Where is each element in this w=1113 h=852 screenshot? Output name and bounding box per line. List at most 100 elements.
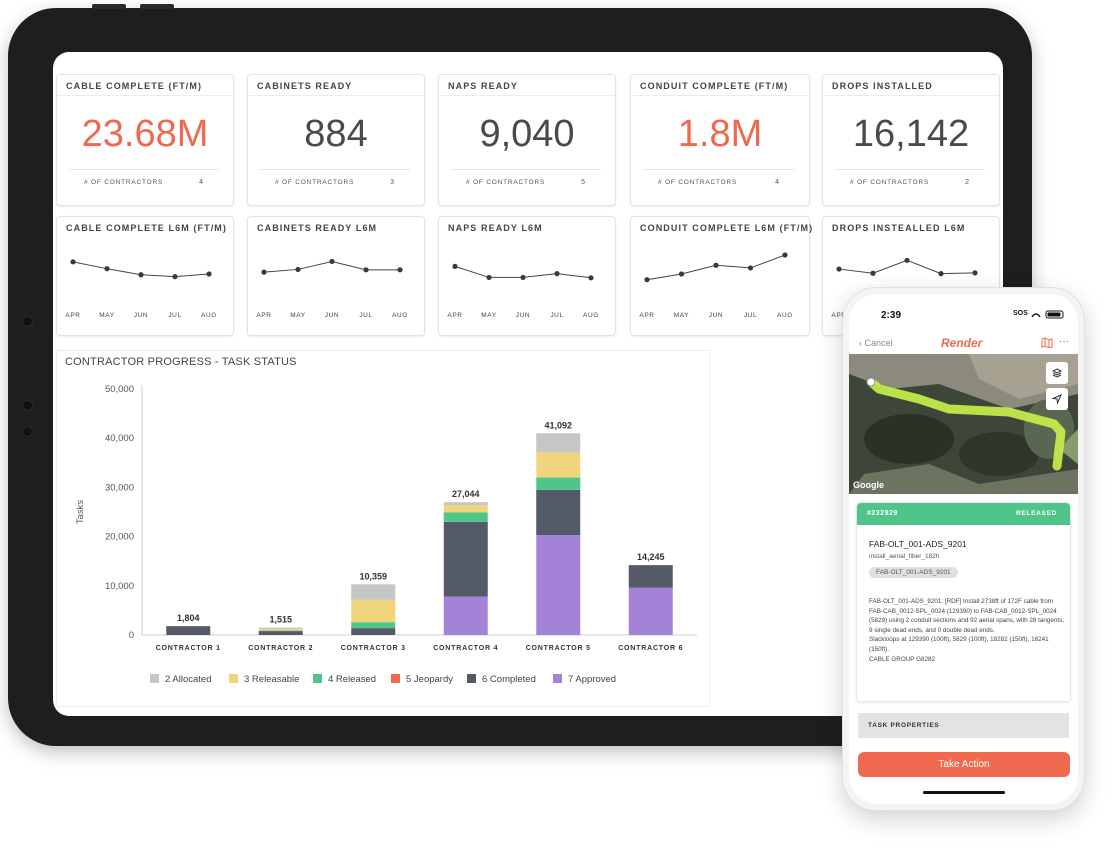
- sparkline-point: [70, 259, 76, 265]
- sparkline-month-label: APR: [639, 312, 654, 319]
- bar-segment[interactable]: [351, 622, 396, 629]
- bar-segment[interactable]: [443, 521, 488, 597]
- take-action-button[interactable]: Take Action: [858, 752, 1070, 777]
- kpi-card-drops-installed[interactable]: DROPS INSTALLED 16,142 # OF CONTRACTORS …: [822, 74, 1000, 206]
- sparkline-point: [329, 258, 335, 265]
- bar-segment[interactable]: [536, 452, 581, 478]
- y-tick-label: 40,000: [105, 433, 134, 444]
- sparkline-card-cabinets-ready[interactable]: CABINETS READY L6M APR MAY JUN JUL AUG: [247, 216, 425, 336]
- sparkline-point: [452, 263, 458, 269]
- bar-segment[interactable]: [166, 626, 211, 635]
- legend-label[interactable]: 3 Releasable: [244, 674, 299, 685]
- sparkline-month-label: APR: [447, 312, 462, 319]
- x-tick-label: CONTRACTOR 3: [341, 645, 406, 652]
- sparkline-point: [678, 271, 685, 277]
- sparkline-point: [972, 270, 978, 276]
- legend-label[interactable]: 2 Allocated: [165, 674, 211, 685]
- y-tick-label: 0: [129, 630, 134, 641]
- task-header: #232929 RELEASED: [857, 503, 1070, 525]
- map-view[interactable]: Google: [849, 354, 1078, 494]
- map-icon[interactable]: [1041, 337, 1053, 348]
- sparkline-point: [104, 266, 110, 272]
- task-cable-group: CABLE GROUP G8282: [869, 655, 936, 663]
- kpi-footer-count: 2: [965, 179, 969, 186]
- bar-segment[interactable]: [536, 489, 581, 536]
- kpi-card-conduit-complete[interactable]: CONDUIT COMPLETE (FT/M) 1.8M # OF CONTRA…: [630, 74, 810, 206]
- sparkline-card-naps-ready[interactable]: NAPS READY L6M APR MAY JUN JUL AUG: [438, 216, 616, 336]
- legend-label[interactable]: 4 Released: [328, 674, 376, 685]
- kpi-title: CABLE COMPLETE (FT/M): [66, 81, 203, 91]
- battery-level: [1047, 312, 1061, 317]
- bar-segment[interactable]: [536, 433, 581, 453]
- kpi-title: CABINETS READY: [257, 81, 353, 91]
- sparkline-card-conduit-complete[interactable]: CONDUIT COMPLETE L6M (FT/M) APR MAY JUN JUL…: [630, 216, 812, 336]
- kpi-value: 9,040: [479, 113, 575, 155]
- sparkline-month-label: AUG: [777, 312, 793, 319]
- sparkline-month-label: JUL: [744, 312, 757, 319]
- sparkline-month-label: JUN: [516, 312, 530, 319]
- bar-segment[interactable]: [351, 599, 396, 623]
- more-icon[interactable]: ···: [1059, 336, 1069, 347]
- bar-segment[interactable]: [351, 584, 396, 600]
- sparkline-month-label: MAY: [481, 312, 496, 319]
- sparkline-title: CABINETS READY L6M: [257, 223, 378, 233]
- bar-segment[interactable]: [536, 477, 581, 490]
- kpi-value: 23.68M: [81, 113, 209, 155]
- kpi-title: NAPS READY: [448, 81, 519, 91]
- divider: [69, 169, 219, 170]
- bar-segment[interactable]: [443, 502, 488, 506]
- task-chip[interactable]: FAB-OLT_001-ADS_9201: [869, 567, 958, 578]
- tablet-volume-button: [140, 4, 174, 9]
- bar-segment[interactable]: [536, 535, 581, 635]
- sparkline-card-cable-complete[interactable]: CABLE COMPLETE L6M (FT/M) APR MAY JUN JUL AU…: [56, 216, 234, 336]
- x-tick-label: CONTRACTOR 4: [433, 645, 498, 652]
- bar-segment[interactable]: [443, 505, 488, 513]
- y-tick-label: 50,000: [105, 384, 134, 395]
- divider: [248, 95, 424, 96]
- locate-button[interactable]: [1046, 388, 1068, 410]
- bar-segment[interactable]: [258, 629, 303, 631]
- legend-label[interactable]: 7 Approved: [568, 674, 616, 685]
- home-indicator: [923, 791, 1005, 794]
- sparkline-point: [644, 277, 650, 283]
- kpi-card-cable-complete[interactable]: CABLE COMPLETE (FT/M) 23.68M # OF CONTRA…: [56, 74, 234, 206]
- legend-label[interactable]: 6 Completed: [482, 674, 536, 685]
- sparkline-month-label: AUG: [201, 312, 217, 319]
- bar-total-label: 1,804: [177, 613, 200, 623]
- cancel-button[interactable]: ‹ Cancel: [859, 338, 893, 348]
- layers-icon: [1052, 368, 1062, 378]
- layers-button[interactable]: [1046, 362, 1068, 384]
- sparkline-month-label: JUN: [134, 312, 148, 319]
- bar-segment[interactable]: [628, 587, 673, 635]
- phone-screen: 2:39 SOS ‹ Cancel Render ···: [849, 294, 1078, 804]
- status-sos: SOS: [1013, 310, 1028, 317]
- sparkline-point: [747, 265, 754, 271]
- y-tick-label: 30,000: [105, 482, 134, 493]
- sparkline-point: [782, 252, 788, 258]
- sparkline-chart: APR MAY JUN JUL AUG: [447, 263, 598, 319]
- task-card[interactable]: #232929 RELEASED FAB-OLT_001-ADS_9201 in…: [856, 502, 1071, 702]
- bar-segment[interactable]: [258, 627, 303, 630]
- sparkline-month-label: JUN: [709, 312, 723, 319]
- sparkline-month-label: MAY: [290, 312, 305, 319]
- sparkline-month-label: APR: [65, 312, 80, 319]
- sparkline-point: [938, 271, 944, 277]
- kpi-card-cabinets-ready[interactable]: CABINETS READY 884 # OF CONTRACTORS 3: [247, 74, 425, 206]
- bar-segment[interactable]: [443, 512, 488, 522]
- sparkline-point: [138, 272, 144, 278]
- status-icons: [1031, 310, 1064, 319]
- sparkline-month-label: JUN: [325, 312, 339, 319]
- sparkline-chart: APR MAY JUN JUL AUG: [65, 259, 217, 319]
- bar-segment[interactable]: [351, 628, 396, 635]
- bar-segment[interactable]: [443, 596, 488, 635]
- legend-label[interactable]: 5 Jeopardy: [406, 674, 453, 685]
- stacked-bar-chart: 0 10,000 20,000 30,000 40,000 50,000 Tasks 1,80…: [75, 384, 697, 685]
- sparkline-point: [172, 274, 178, 280]
- task-properties-section[interactable]: TASK PROPERTIES: [858, 713, 1069, 738]
- kpi-value: 884: [304, 113, 368, 155]
- x-tick-label: CONTRACTOR 2: [248, 645, 313, 652]
- bar-segment[interactable]: [258, 631, 303, 635]
- kpi-card-naps-ready[interactable]: NAPS READY 9,040 # OF CONTRACTORS 5: [438, 74, 616, 206]
- bar-segment[interactable]: [628, 565, 673, 588]
- task-properties-label: TASK PROPERTIES: [868, 722, 940, 729]
